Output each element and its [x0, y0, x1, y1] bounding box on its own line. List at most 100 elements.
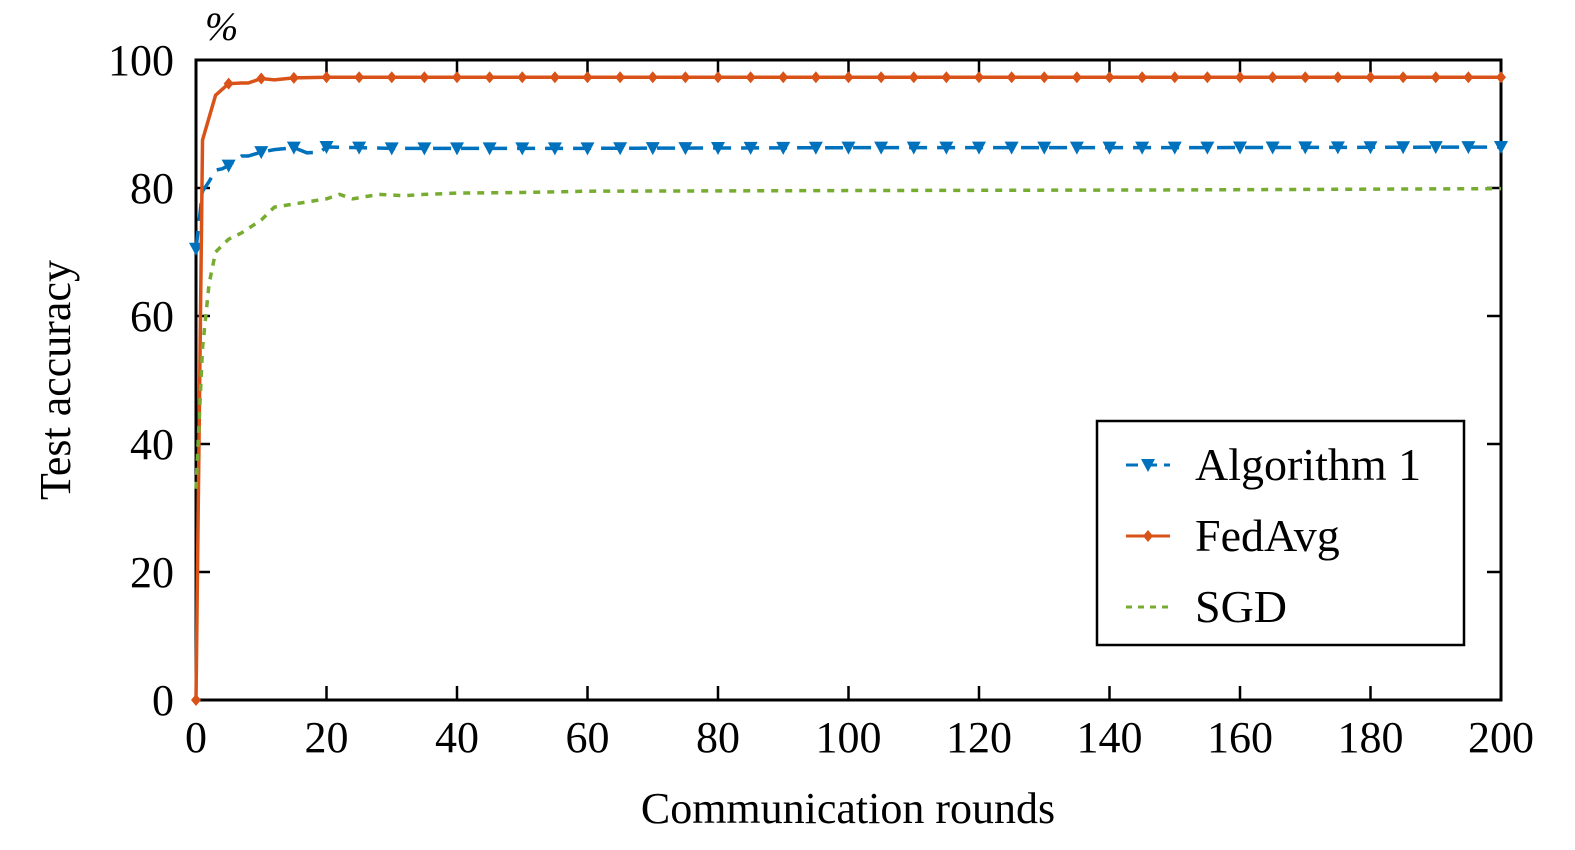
data-point	[1363, 141, 1378, 155]
data-point	[1169, 71, 1180, 84]
y-tick-label: 40	[130, 420, 174, 469]
data-point	[974, 71, 984, 84]
data-point	[1006, 71, 1017, 84]
series-algorithm-1	[189, 141, 1508, 256]
data-point	[778, 71, 789, 84]
data-point	[939, 141, 954, 155]
data-point	[941, 71, 952, 84]
data-point	[580, 142, 595, 156]
data-point	[482, 142, 497, 156]
series-fedavg	[191, 71, 1506, 706]
x-tick-label: 0	[185, 713, 207, 762]
data-point	[547, 142, 562, 156]
data-point	[680, 71, 691, 84]
data-point	[1396, 141, 1411, 155]
legend-label-sgd: SGD	[1195, 581, 1287, 632]
x-tick-label: 200	[1468, 713, 1534, 762]
data-point	[613, 142, 628, 156]
data-point	[515, 142, 530, 156]
data-point	[191, 694, 201, 706]
data-point	[1365, 71, 1376, 84]
data-point	[384, 142, 399, 156]
data-point	[1102, 141, 1117, 155]
legend-label-algorithm-1: Algorithm 1	[1195, 439, 1421, 490]
unit-label: %	[205, 4, 238, 49]
data-point	[874, 141, 889, 155]
data-point	[1037, 141, 1052, 155]
data-point	[352, 141, 367, 155]
data-point	[678, 142, 693, 156]
data-point	[1039, 71, 1050, 84]
data-point	[1233, 141, 1247, 155]
series-sgd	[194, 186, 1502, 489]
data-point	[1135, 141, 1150, 155]
data-point	[1461, 141, 1476, 155]
data-point	[1330, 141, 1345, 155]
x-tick-label: 40	[435, 713, 479, 762]
data-point	[1202, 71, 1213, 84]
data-point	[452, 71, 462, 84]
data-point	[843, 71, 854, 84]
y-axis-label: Test accuracy	[31, 260, 80, 500]
data-point	[386, 71, 397, 84]
data-point	[713, 71, 723, 84]
data-point	[1398, 71, 1409, 84]
x-tick-label: 60	[566, 713, 610, 762]
data-point	[1463, 71, 1474, 84]
y-tick-label: 80	[130, 164, 174, 213]
series-line	[194, 186, 1502, 489]
legend: Algorithm 1 FedAvg SGD	[1095, 419, 1466, 647]
data-point	[876, 71, 887, 84]
data-point	[1267, 71, 1278, 84]
y-tick-label: 20	[130, 548, 174, 597]
data-point	[1428, 141, 1443, 155]
x-tick-label: 140	[1077, 713, 1143, 762]
data-point	[647, 71, 658, 84]
data-point	[1298, 141, 1313, 155]
y-tick-label: 60	[130, 292, 174, 341]
data-point	[223, 77, 234, 90]
series-line	[194, 145, 1502, 249]
data-point	[321, 71, 332, 84]
x-tick-label: 120	[946, 713, 1012, 762]
legend-marker-algorithm-1	[1141, 459, 1155, 472]
data-point	[450, 142, 464, 156]
data-point	[419, 71, 430, 84]
data-point	[1496, 71, 1506, 84]
data-point	[1200, 141, 1215, 155]
data-point	[189, 242, 203, 256]
data-point	[906, 141, 921, 155]
x-tick-label: 20	[305, 713, 349, 762]
data-point	[286, 141, 301, 155]
data-point	[808, 141, 823, 155]
data-point	[1332, 71, 1343, 84]
y-tick-label: 0	[152, 676, 174, 725]
data-point	[354, 71, 365, 84]
data-point	[1265, 141, 1280, 155]
data-point	[615, 71, 626, 84]
data-point	[254, 146, 269, 160]
data-point	[745, 71, 756, 84]
data-point	[743, 141, 758, 155]
data-point	[1071, 71, 1082, 84]
data-point	[645, 142, 660, 156]
data-point	[549, 71, 560, 84]
data-point	[1069, 141, 1084, 155]
data-point	[810, 71, 821, 84]
data-point	[972, 141, 986, 155]
series-line	[194, 75, 1501, 701]
data-point	[1104, 71, 1115, 84]
data-point	[1430, 71, 1441, 84]
x-tick-label: 100	[816, 713, 882, 762]
data-point	[288, 71, 299, 84]
data-point	[908, 71, 919, 84]
data-point	[711, 142, 725, 155]
data-point	[582, 71, 593, 84]
data-point	[841, 141, 856, 155]
data-point	[776, 141, 791, 155]
data-point	[1167, 141, 1182, 155]
data-point	[256, 72, 267, 85]
data-point	[517, 71, 528, 84]
y-tick-label: 100	[108, 36, 174, 85]
